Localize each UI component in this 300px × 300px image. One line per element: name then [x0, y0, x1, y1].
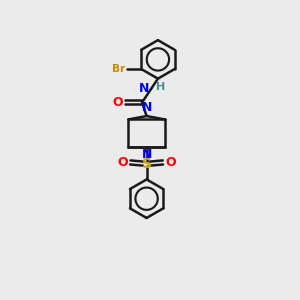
Text: S: S	[142, 157, 152, 171]
Text: N: N	[142, 101, 152, 114]
Text: N: N	[139, 82, 149, 95]
Text: O: O	[112, 96, 123, 109]
Text: N: N	[141, 148, 152, 161]
Text: H: H	[156, 82, 165, 92]
Text: Br: Br	[112, 64, 125, 74]
Text: O: O	[165, 156, 176, 169]
Text: O: O	[117, 156, 128, 169]
